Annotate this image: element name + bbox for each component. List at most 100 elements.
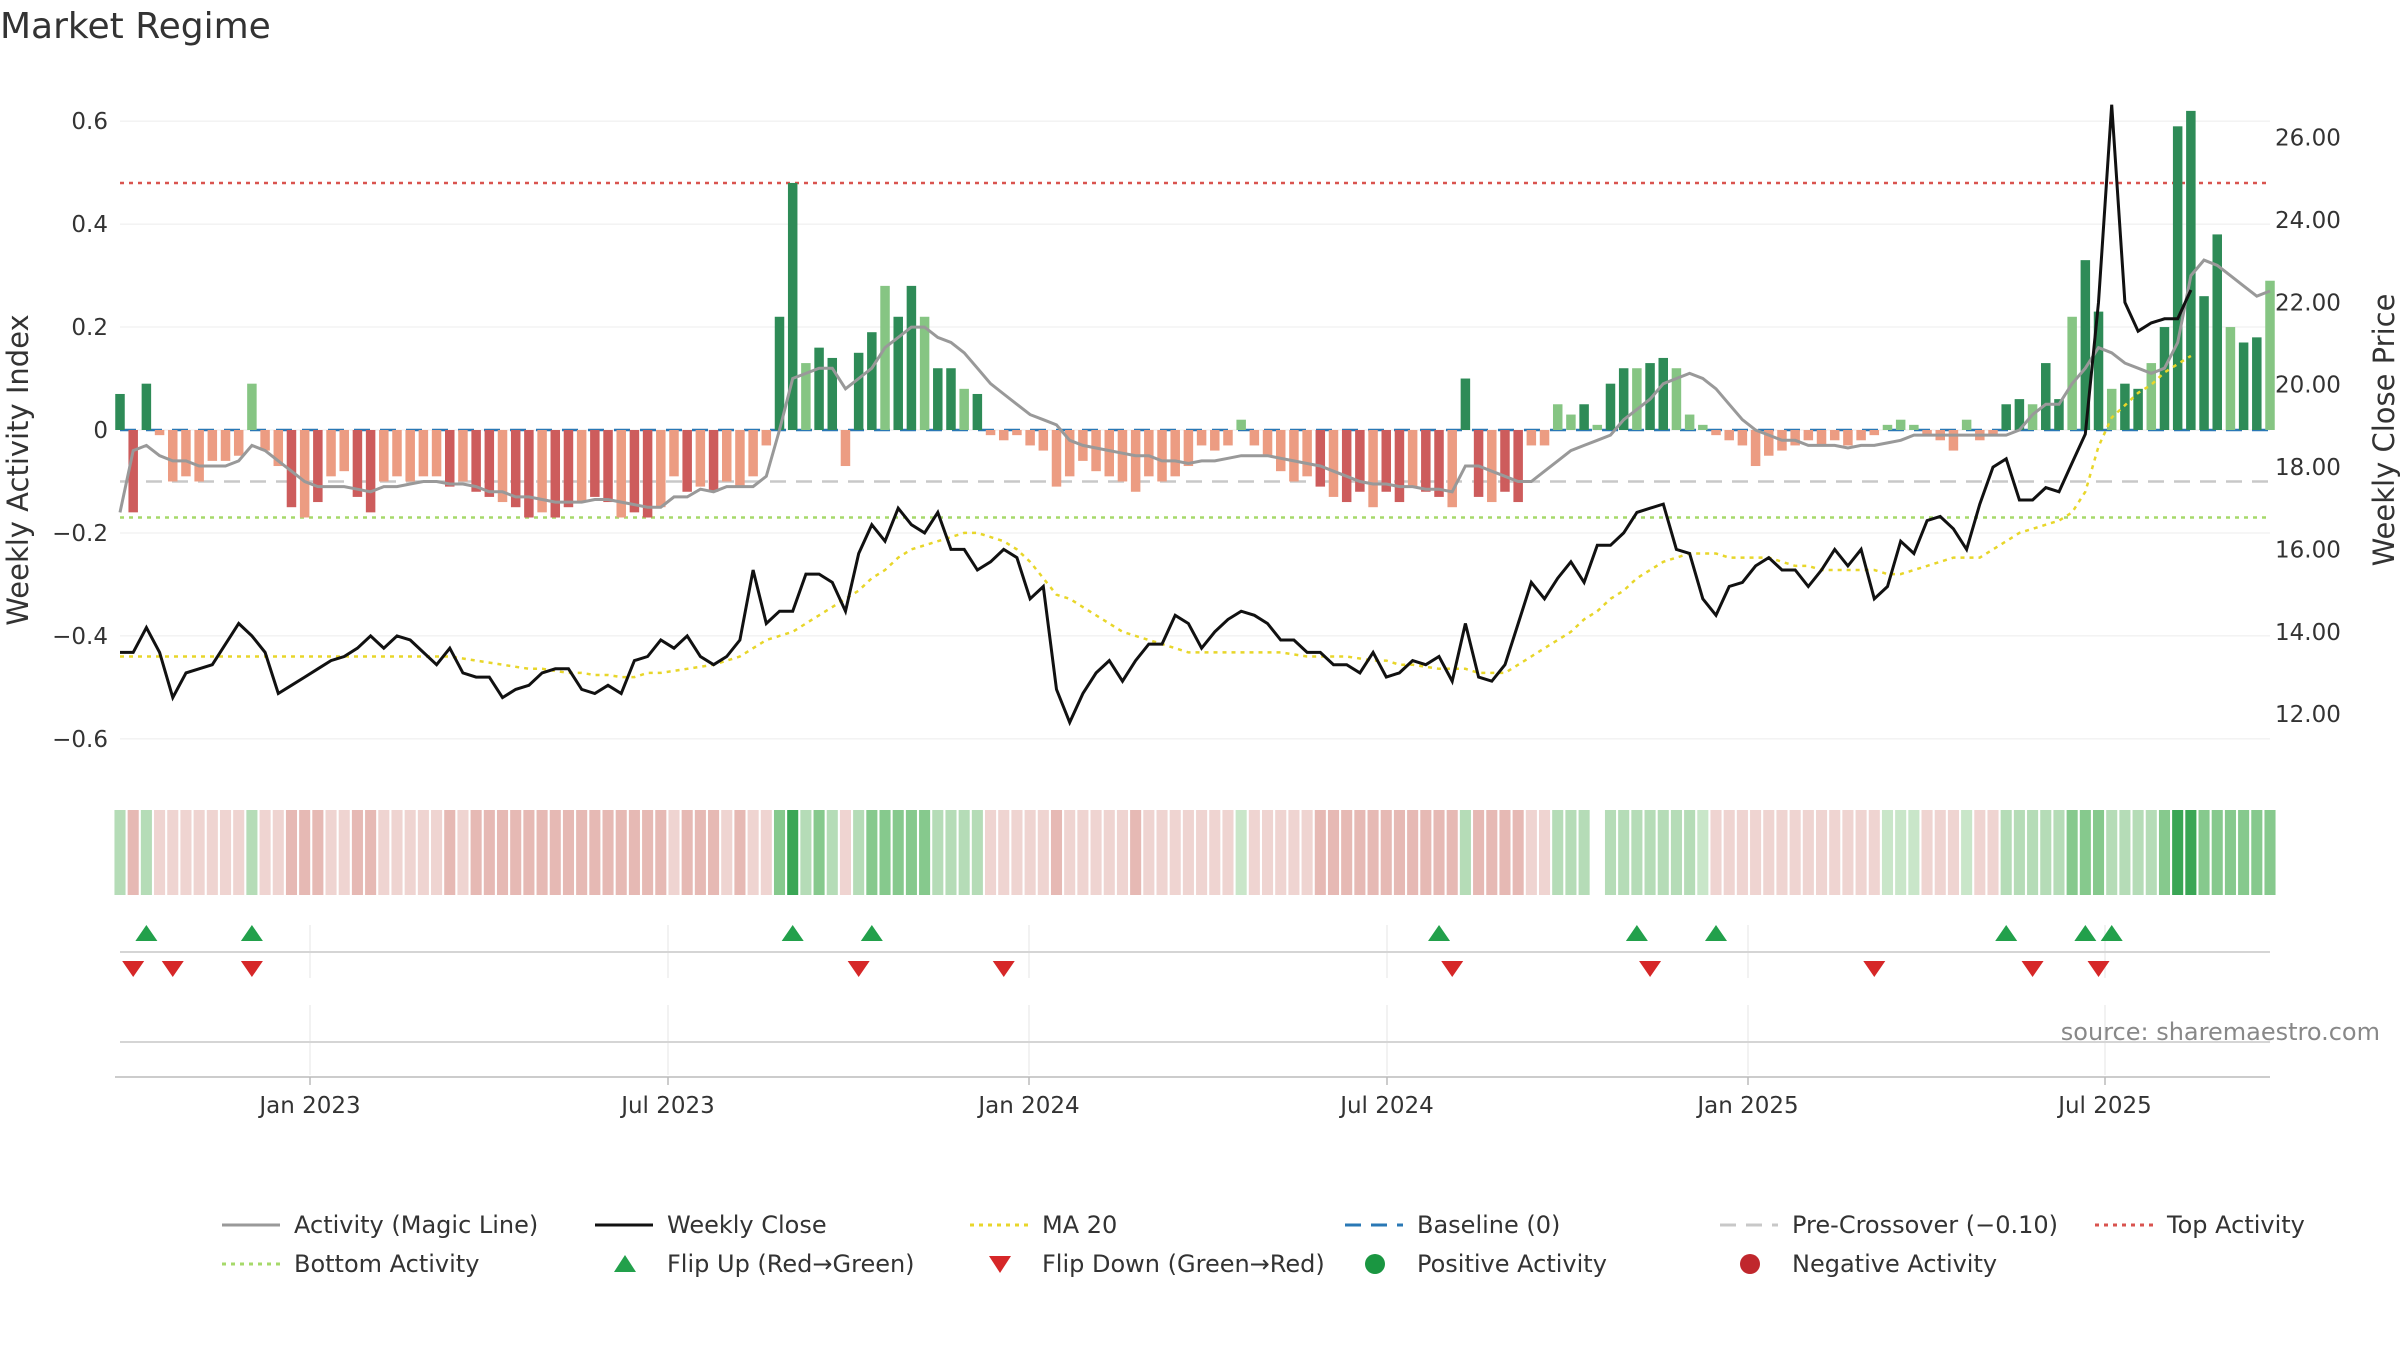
left-tick-label: 0.6 — [71, 109, 108, 135]
regime-cell — [866, 810, 878, 895]
activity-bar — [563, 430, 574, 508]
legend-label: Pre-Crossover (−0.10) — [1792, 1211, 2058, 1239]
legend-swatch — [1740, 1254, 1760, 1274]
right-tick-label: 20.00 — [2275, 373, 2341, 399]
regime-cell — [1776, 810, 1788, 895]
activity-bar — [2027, 404, 2038, 430]
regime-cell — [1763, 810, 1775, 895]
regime-cell — [681, 810, 693, 895]
regime-cell — [945, 810, 957, 895]
activity-bar — [2041, 363, 2051, 430]
regime-cell — [1565, 810, 1577, 895]
activity-bar — [458, 430, 468, 482]
regime-cell — [457, 810, 469, 895]
regime-cell — [154, 810, 166, 895]
activity-bar — [392, 430, 402, 477]
regime-cell — [1512, 810, 1524, 895]
legend-label: Baseline (0) — [1417, 1211, 1560, 1239]
activity-bar — [1275, 430, 1286, 472]
regime-cell — [510, 810, 522, 895]
regime-cell — [879, 810, 891, 895]
activity-bar — [286, 430, 297, 508]
regime-cell — [2251, 810, 2263, 895]
regime-cell — [219, 810, 232, 895]
regime-cell — [114, 810, 126, 895]
regime-cell — [747, 810, 759, 895]
flip-down-marker — [847, 961, 870, 977]
right-tick-label: 12.00 — [2275, 702, 2341, 728]
activity-bar — [1843, 430, 1853, 446]
activity-bar — [2212, 234, 2222, 430]
activity-bar — [1895, 419, 1906, 430]
legend-label: Flip Up (Red→Green) — [667, 1250, 915, 1278]
regime-cell — [1473, 810, 1485, 895]
regime-cell — [760, 810, 772, 895]
activity-bar — [748, 430, 758, 477]
activity-bar — [1315, 430, 1326, 487]
regime-cell — [1301, 810, 1313, 895]
regime-cell — [708, 810, 720, 895]
activity-bar — [194, 430, 204, 482]
regime-cell — [2000, 810, 2012, 895]
flip-up-marker — [2074, 925, 2097, 941]
activity-bar — [1394, 430, 1405, 503]
regime-cell — [919, 810, 931, 895]
activity-bar — [2106, 388, 2117, 430]
regime-cell — [1974, 810, 1986, 895]
flip-up-marker — [860, 925, 883, 941]
regime-cell — [2158, 810, 2171, 895]
activity-bar — [1051, 430, 1062, 487]
activity-bar — [2067, 316, 2077, 430]
legend-label: Top Activity — [2166, 1211, 2305, 1239]
activity-bar — [1698, 424, 1708, 430]
activity-bar — [1460, 378, 1471, 430]
activity-bar — [2146, 363, 2157, 430]
activity-bar — [1157, 430, 1167, 482]
activity-bar — [1117, 430, 1128, 482]
activity-bar — [853, 352, 864, 430]
activity-bar — [168, 430, 178, 482]
regime-cell — [589, 810, 601, 895]
axis-ticks: 0.6 0.4 0.2 0 −0.2 −0.4 −0.6 26.00 24.00 22.00 20.… — [52, 109, 2341, 753]
activity-bar — [867, 332, 877, 430]
x-tick-label: Jan 2024 — [976, 1093, 1079, 1119]
regime-cell — [985, 810, 997, 895]
regime-cell — [2027, 810, 2039, 895]
activity-bar — [906, 285, 917, 430]
regime-cell — [800, 810, 812, 895]
regime-cell — [1855, 810, 1867, 895]
activity-bar — [880, 285, 890, 430]
activity-bar — [1487, 430, 1497, 503]
regime-cell — [1275, 810, 1287, 895]
activity-bar — [1170, 430, 1180, 477]
regime-cell — [1829, 810, 1841, 895]
activity-bar — [985, 430, 996, 436]
regime-cell — [285, 810, 298, 895]
flip-down-marker — [240, 961, 263, 977]
activity-bar — [2186, 110, 2196, 430]
activity-bar — [695, 430, 706, 487]
activity-bar — [1724, 430, 1734, 441]
regime-cell — [1842, 810, 1854, 895]
reference-lines — [120, 181, 2270, 519]
legend-swatch — [989, 1256, 1011, 1273]
activity-bar — [1012, 430, 1022, 436]
activity-bar — [787, 182, 798, 430]
activity-bar — [590, 430, 600, 497]
activity-bar — [2159, 327, 2170, 430]
activity-bar — [1196, 430, 1207, 446]
regime-cell — [1130, 810, 1142, 895]
x-axis: Jan 2023 Jul 2023 Jan 2024 Jul 2024 Jan 2025… — [115, 1076, 2270, 1119]
activity-bar — [1645, 363, 1655, 430]
regime-cell — [1723, 810, 1735, 895]
activity-bar — [2225, 327, 2236, 430]
right-tick-label: 22.00 — [2275, 290, 2341, 316]
activity-bar — [616, 430, 626, 518]
activity-bar — [840, 430, 851, 467]
series-lines — [118, 104, 2271, 727]
regime-cell — [734, 810, 746, 895]
activity-bar — [1421, 430, 1431, 492]
regime-cell — [1921, 810, 1933, 895]
x-tick-label: Jan 2025 — [1695, 1093, 1798, 1119]
